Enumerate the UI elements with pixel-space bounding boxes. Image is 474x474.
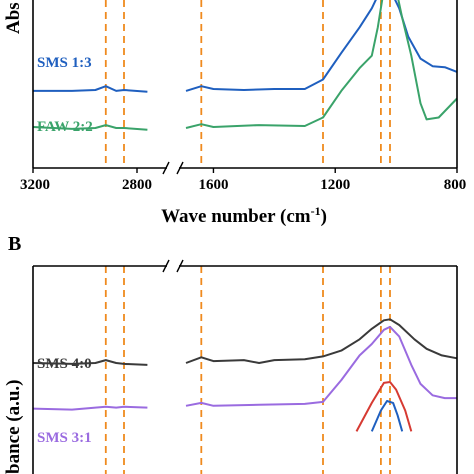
panel-a: 3200 2800 1600 1200 800 Abs Wave number (cm-… [3,0,466,227]
axis-break-mark [176,259,184,273]
x-axis-label-text: Wave number (cm [161,206,311,227]
series-label-faw-2-2: FAW 2:2 [37,119,93,135]
axis-break-mark [176,161,184,175]
axis-break-mark [162,259,170,273]
x-axis-label-suffix: ) [321,206,327,227]
panel-a-x-axis-label: Wave number (cm-1) [161,204,327,227]
series-line [32,124,148,131]
x-axis-label-superscript: -1 [311,204,321,218]
series-line [185,325,457,407]
x-tick-label: 2800 [122,177,152,193]
series-line [185,0,458,92]
panel-a-y-axis-label: Abs [3,2,24,34]
series-line [355,381,413,432]
panel-b-y-axis-label: bance (a.u.) [3,380,24,474]
panel-b-label: B [8,233,21,255]
series-line [32,405,148,411]
series-label-sms-4-0: SMS 4:0 [37,356,92,372]
x-tick-label: 800 [444,177,467,193]
panel-a-x-axis [32,0,458,175]
axis-break-mark [162,161,170,175]
panel-a-reference-lines [104,0,391,168]
series-line [33,85,148,93]
panel-b-reference-lines [104,266,391,474]
panel-b-top-axis [32,259,458,474]
series-label-sms-3-1: SMS 3:1 [37,430,92,446]
series-label-sms-1-3: SMS 1:3 [37,55,92,71]
x-tick-label: 1200 [320,177,350,193]
series-line [370,400,404,432]
x-tick-label: 1600 [198,177,228,193]
panel-b: B bance (a.u.) SMS 4:0 SMS 3:1 [3,233,458,474]
panel-a-tick-labels: 3200 2800 1600 1200 800 [20,177,466,193]
series-line [32,359,148,366]
x-tick-label: 3200 [20,177,50,193]
series-line [185,318,458,364]
panel-b-series [32,318,458,432]
series-line [185,0,458,129]
panel-a-series [32,0,458,131]
